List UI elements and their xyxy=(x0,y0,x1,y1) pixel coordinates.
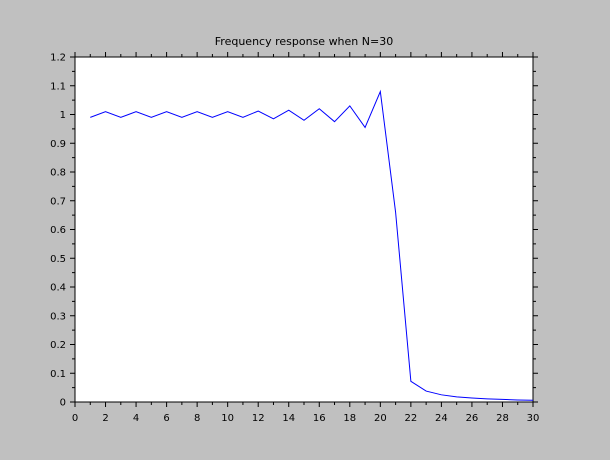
y-tick-label: 1.1 xyxy=(50,81,66,92)
chart-title: Frequency response when N=30 xyxy=(215,35,393,48)
y-tick-label: 0.2 xyxy=(50,340,66,351)
x-tick-label: 2 xyxy=(102,413,108,424)
x-tick-label: 26 xyxy=(466,413,479,424)
x-tick-label: 12 xyxy=(252,413,265,424)
y-tick-label: 0.8 xyxy=(50,168,66,179)
x-tick-label: 6 xyxy=(163,413,169,424)
series-group xyxy=(90,89,534,401)
y-tick-label: 0.7 xyxy=(50,196,66,207)
y-tick-label: 0.5 xyxy=(50,254,66,265)
x-tick-label: 4 xyxy=(133,413,139,424)
x-tick-label: 24 xyxy=(435,413,448,424)
y-tick-label: 0.3 xyxy=(50,311,66,322)
x-tick-label: 8 xyxy=(194,413,200,424)
x-tick-label: 16 xyxy=(313,413,326,424)
x-tick-label: 0 xyxy=(72,413,78,424)
x-tick-label: 14 xyxy=(282,413,295,424)
y-tick-label: 1 xyxy=(60,110,66,121)
y-tick-label: 1.2 xyxy=(50,53,66,64)
x-tick-label: 20 xyxy=(374,413,387,424)
x-axis-tick-labels: 0 2 4 6 8 10 12 14 16 18 20 22 24 26 28 30 xyxy=(72,413,540,424)
x-tick-label: 30 xyxy=(527,413,540,424)
y-axis-tick-labels: 0 0.1 0.2 0.3 0.4 0.5 0.6 0.7 0.8 0.9 1 1.1 1.2 xyxy=(50,53,66,409)
y-tick-label: 0 xyxy=(60,398,66,409)
y-tick-label: 0.1 xyxy=(50,369,66,380)
x-tick-label: 18 xyxy=(343,413,356,424)
series-line xyxy=(90,89,534,401)
x-tick-label: 28 xyxy=(496,413,509,424)
x-tick-label: 22 xyxy=(404,413,417,424)
x-tick-label: 10 xyxy=(221,413,234,424)
y-tick-label: 0.4 xyxy=(50,283,66,294)
x-axis-ticks xyxy=(74,52,534,407)
y-tick-label: 0.6 xyxy=(50,225,66,236)
y-tick-label: 0.9 xyxy=(50,139,66,150)
y-axis-ticks xyxy=(70,56,538,403)
plot-area xyxy=(74,56,534,403)
